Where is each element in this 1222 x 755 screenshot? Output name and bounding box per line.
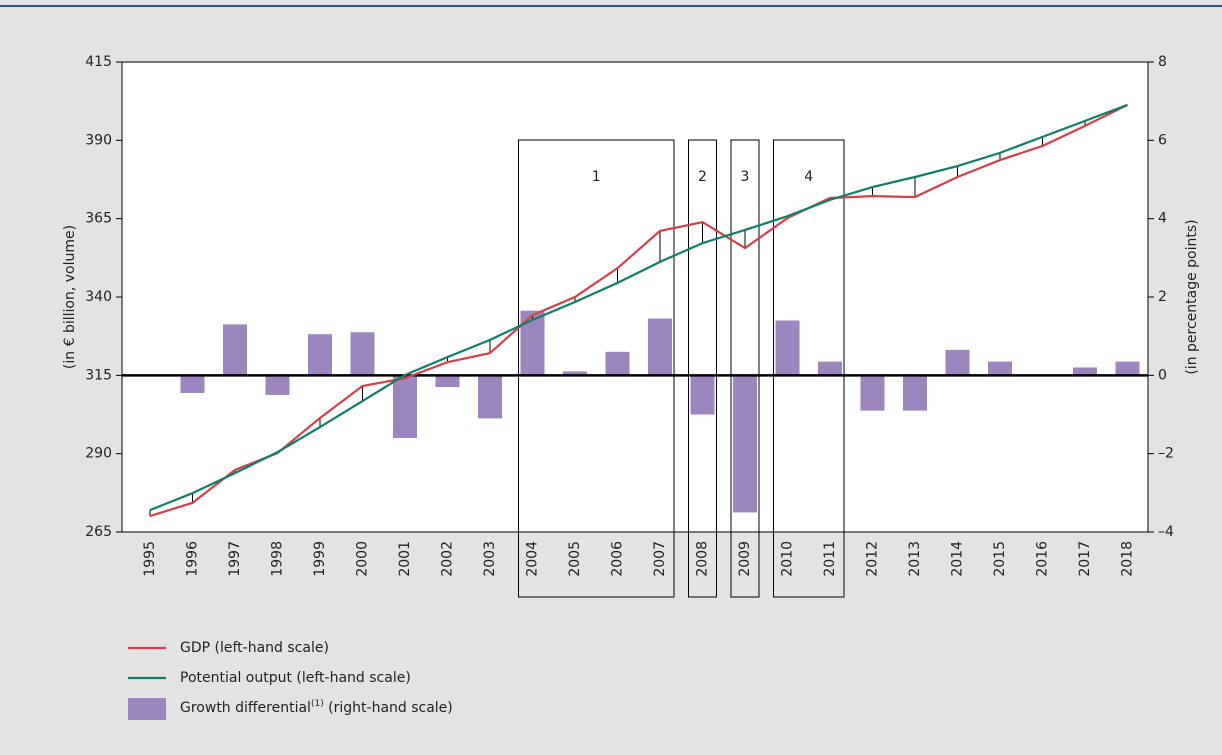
x-tick-label: 1996 [185, 541, 201, 577]
x-tick-label: 2008 [695, 541, 711, 577]
x-tick-label: 2017 [1077, 541, 1093, 577]
y-tick-label: 315 [85, 367, 112, 383]
y2-tick-label: 6 [1158, 132, 1167, 148]
bar [690, 375, 715, 415]
bar [605, 351, 630, 376]
legend-name: Potential output (left-hand scale) [180, 670, 411, 686]
bar [180, 375, 205, 393]
bar [478, 375, 502, 419]
x-tick-label: 2010 [780, 541, 796, 577]
bar [350, 332, 375, 376]
period-label: 4 [804, 169, 813, 185]
legend-label: Potential output (left-hand scale) [180, 670, 411, 686]
y2-tick-label: –4 [1158, 524, 1174, 540]
bar [1115, 361, 1140, 376]
bar [308, 334, 332, 376]
bar [775, 320, 800, 376]
legend-suffix: (right-hand scale) [328, 700, 453, 716]
legend-label: Growth differential(1) (right-hand scale… [180, 699, 453, 717]
y-tick-label: 390 [85, 132, 112, 148]
legend-name: Growth differential [180, 700, 311, 716]
x-tick-label: 1997 [227, 541, 243, 577]
y2-tick-label: 2 [1158, 289, 1167, 305]
bar [945, 349, 970, 376]
y-tick-label: 415 [85, 54, 112, 70]
x-tick-label: 2015 [992, 541, 1008, 577]
x-tick-label: 2000 [355, 541, 371, 577]
period-box [518, 139, 675, 598]
x-tick-label: 2006 [610, 541, 626, 577]
legend-label: GDP (left-hand scale) [180, 640, 329, 656]
bar [903, 375, 927, 411]
x-tick-label: 2012 [865, 541, 881, 577]
x-tick-label: 2013 [907, 541, 923, 577]
y2-tick-label: 8 [1158, 54, 1167, 70]
x-tick-label: 2002 [440, 541, 456, 577]
x-tick-label: 1995 [142, 541, 158, 577]
bar [435, 375, 460, 388]
bar [988, 361, 1012, 376]
y-tick-label: 290 [85, 446, 112, 462]
period-box [773, 139, 845, 598]
x-tick-label: 1998 [270, 541, 286, 577]
bar [818, 361, 842, 376]
period-label: 1 [592, 169, 601, 185]
x-tick-label: 2004 [525, 541, 541, 577]
period-label: 3 [741, 169, 750, 185]
bar [1073, 367, 1097, 376]
y2-tick-label: 0 [1158, 367, 1167, 383]
period-box [730, 139, 760, 598]
bar [393, 375, 417, 438]
x-tick-label: 1999 [312, 541, 328, 577]
bar [265, 375, 290, 395]
x-tick-label: 2011 [822, 541, 838, 577]
bar [223, 324, 247, 376]
legend-swatch [128, 698, 166, 720]
legend-name: GDP (left-hand scale) [180, 640, 329, 656]
y-tick-label: 365 [85, 211, 112, 227]
plot-area [121, 61, 1149, 533]
y2-axis-label: (in percentage points) [1184, 219, 1200, 374]
bar [733, 375, 757, 513]
bar [648, 318, 672, 376]
x-tick-label: 2007 [652, 541, 668, 577]
y2-tick-label: –2 [1158, 446, 1174, 462]
x-tick-label: 2009 [737, 541, 753, 577]
legend-note: (1) [311, 699, 324, 709]
period-box [688, 139, 717, 598]
x-tick-label: 2018 [1120, 541, 1136, 577]
y-tick-label: 265 [85, 524, 112, 540]
bar [860, 375, 885, 411]
line [149, 103, 1128, 518]
y-axis-label: (in € billion, volume) [62, 225, 78, 369]
y2-tick-label: 4 [1158, 211, 1167, 227]
x-tick-label: 2003 [482, 541, 498, 577]
x-tick-label: 2016 [1035, 541, 1051, 577]
bar [563, 371, 587, 376]
x-tick-label: 2005 [567, 541, 583, 577]
period-label: 2 [698, 169, 707, 185]
x-tick-label: 2001 [397, 541, 413, 577]
y-tick-label: 340 [85, 289, 112, 305]
x-tick-label: 2014 [950, 541, 966, 577]
line [149, 103, 1128, 512]
